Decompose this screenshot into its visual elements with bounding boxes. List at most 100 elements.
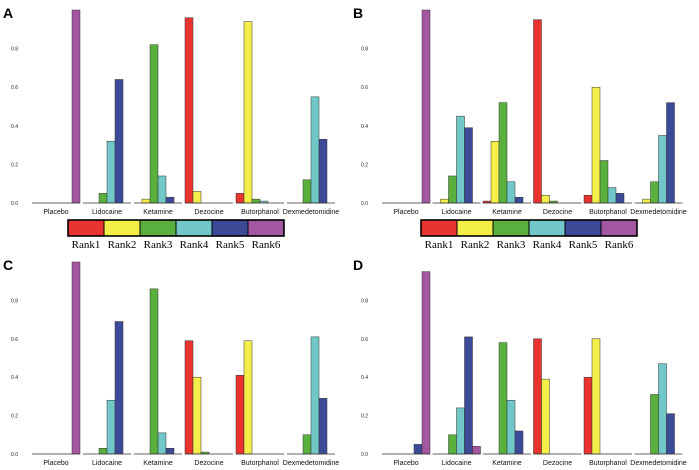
- panel-label: D: [353, 257, 363, 273]
- y-tick-label: 0.8: [361, 298, 368, 304]
- panel-label: B: [353, 5, 363, 21]
- bar-rank4: [506, 181, 516, 204]
- bar-rank1: [533, 338, 542, 455]
- bar-rank5: [615, 193, 625, 204]
- bar-rank5: [318, 139, 328, 204]
- bar-rank3: [149, 288, 159, 455]
- category-label: Butorphanol: [241, 460, 279, 467]
- category-label: Placebo: [393, 460, 418, 467]
- bar-rank3: [448, 434, 457, 455]
- bar-rank2: [243, 340, 253, 455]
- y-tick-label: 0.4: [361, 375, 368, 381]
- bar-rank5: [165, 196, 175, 204]
- category-label: Lidocaine: [92, 460, 122, 467]
- legend-swatch-rank1: [67, 219, 105, 237]
- bar-rank3: [650, 181, 659, 204]
- bar-rank1: [583, 376, 593, 455]
- bar-rank6: [472, 446, 481, 455]
- legend-swatch-rank4: [175, 219, 213, 237]
- y-tick-label: 0.4: [11, 375, 18, 381]
- category-label: Lidocaine: [92, 209, 122, 216]
- bar-rank3: [498, 102, 508, 204]
- category-label: Dexmedetomidine: [630, 209, 687, 216]
- legend-swatch-rank2: [103, 219, 141, 237]
- legend-label: Rank2: [108, 239, 137, 251]
- legend-swatch-rank1: [420, 219, 458, 237]
- category-label: Placebo: [43, 460, 68, 467]
- bar-rank5: [318, 398, 328, 455]
- legend-swatch-rank6: [600, 219, 638, 237]
- bar-rank3: [251, 198, 261, 204]
- bar-rank5: [114, 79, 124, 204]
- bar-rank3: [302, 434, 312, 455]
- bar-rank5: [464, 127, 473, 204]
- category-label: Dezocine: [543, 209, 572, 216]
- bar-rank2: [642, 198, 651, 204]
- category-label: Butorphanol: [241, 209, 279, 216]
- bar-rank3: [498, 342, 508, 455]
- bar-rank1: [533, 19, 542, 204]
- bar-rank6: [71, 9, 81, 204]
- bar-rank4: [607, 187, 617, 204]
- bar-rank5: [114, 321, 124, 455]
- bar-rank6: [421, 9, 431, 204]
- y-tick-label: 0.6: [11, 85, 18, 91]
- bar-rank4: [658, 135, 667, 204]
- bar-rank3: [302, 179, 312, 204]
- category-label: Dexmedetomidine: [283, 460, 340, 467]
- bar-rank2: [192, 376, 202, 455]
- panel-b: B 0.0 0.2 0.4 0.6 0.8 Placebo Lidocaine Ketamine…: [353, 5, 687, 216]
- legend-label: Rank4: [180, 239, 209, 251]
- panel-d: D 0.0 0.2 0.4 0.6 0.8 Placebo Lidocaine Ketamine…: [353, 257, 687, 467]
- bar-rank4: [456, 407, 465, 455]
- bar-rank5: [464, 336, 473, 455]
- y-tick-label: 0.2: [11, 162, 18, 168]
- y-tick-label: 0.0: [11, 201, 18, 207]
- category-label: Dezocine: [194, 209, 223, 216]
- panel-label: C: [3, 257, 13, 273]
- legend-swatch-rank5: [564, 219, 602, 237]
- bar-rank2: [591, 86, 601, 204]
- legend-label: Rank3: [497, 239, 526, 251]
- bar-rank1: [184, 17, 194, 204]
- category-label: Dexmedetomidine: [283, 209, 340, 216]
- bar-rank4: [310, 336, 320, 455]
- legend-label: Rank2: [461, 239, 490, 251]
- legend-label: Rank1: [425, 239, 454, 251]
- legend-swatch-rank6: [247, 219, 285, 237]
- legend-label: Rank3: [144, 239, 173, 251]
- bar-rank4: [456, 115, 465, 204]
- bar-rank4: [658, 363, 667, 455]
- y-tick-label: 0.6: [361, 85, 368, 91]
- bar-rank3: [98, 447, 108, 455]
- bar-rank2: [541, 195, 550, 204]
- bar-rank4: [506, 399, 516, 455]
- legend-label: Rank5: [216, 239, 245, 251]
- bar-rank1: [235, 375, 245, 455]
- bar-rank5: [165, 447, 175, 455]
- category-label: Placebo: [393, 209, 418, 216]
- y-tick-label: 0.2: [361, 162, 368, 168]
- category-label: Lidocaine: [442, 209, 472, 216]
- category-label: Ketamine: [492, 460, 522, 467]
- bar-rank2: [141, 198, 151, 204]
- category-label: Ketamine: [143, 209, 173, 216]
- category-label: Placebo: [43, 209, 68, 216]
- y-tick-label: 0.8: [11, 298, 18, 304]
- panel-c: C 0.0 0.2 0.4 0.6 0.8 Placebo Lidocaine Ketamine…: [3, 257, 339, 467]
- bar-rank2: [591, 338, 601, 455]
- category-label: Lidocaine: [442, 460, 472, 467]
- bar-rank3: [599, 160, 609, 204]
- legend-border: [420, 219, 638, 237]
- category-label: Ketamine: [492, 209, 522, 216]
- legend-label: Rank6: [605, 239, 634, 251]
- bar-rank5: [666, 413, 675, 455]
- y-tick-label: 0.4: [11, 124, 18, 130]
- legend-swatch-rank2: [456, 219, 494, 237]
- bar-rank3: [650, 394, 659, 455]
- category-label: Dezocine: [543, 460, 572, 467]
- y-tick-label: 0.2: [361, 414, 368, 420]
- bar-rank6: [421, 271, 431, 455]
- category-label: Butorphanol: [589, 209, 627, 216]
- bar-rank3: [448, 175, 457, 204]
